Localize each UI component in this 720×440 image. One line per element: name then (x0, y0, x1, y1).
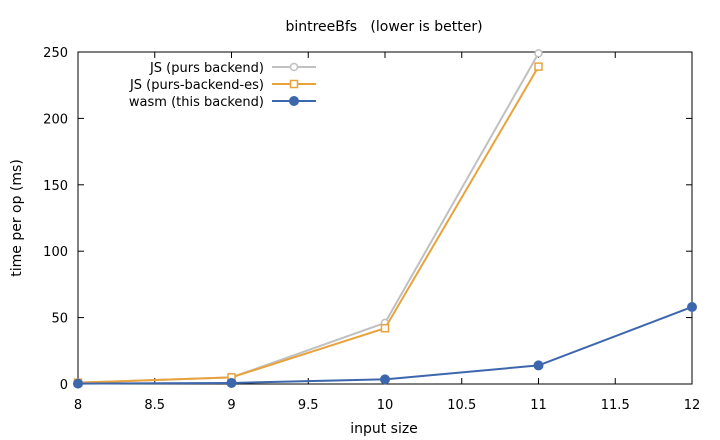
series-layer (73, 49, 697, 389)
legend: JS (purs backend) JS (purs-backend-es) was… (129, 61, 316, 110)
legend-label: JS (purs backend) (149, 61, 264, 76)
data-point (687, 301, 697, 312)
y-tick-label: 200 (43, 112, 68, 127)
x-tick-label: 11 (530, 398, 547, 413)
y-tick-label: 0 (60, 378, 68, 393)
y-axis-label: time per op (ms) (9, 159, 25, 277)
x-tick-label: 9.5 (298, 398, 319, 413)
legend-item: wasm (this backend) (129, 95, 316, 110)
legend-label: wasm (this backend) (129, 95, 264, 110)
x-tick-label: 12 (684, 398, 701, 413)
data-point (533, 360, 544, 371)
y-tick-label: 50 (51, 312, 68, 327)
x-tick-label: 11.5 (601, 398, 630, 413)
y-tick-label: 150 (43, 179, 68, 194)
legend-item: JS (purs backend) (149, 61, 316, 76)
data-point (380, 323, 390, 333)
x-tick-label: 8.5 (144, 398, 165, 413)
legend-marker (289, 96, 299, 106)
data-point (534, 62, 543, 71)
legend-label: JS (purs-backend-es) (129, 78, 264, 93)
y-tick-label: 250 (43, 46, 68, 61)
series-2 (73, 62, 543, 387)
x-axis: 8 8.5 9 9.5 10 10.5 11 11.5 12 (74, 52, 700, 413)
x-tick-label: 10 (377, 398, 394, 413)
y-tick-label: 100 (43, 245, 68, 260)
legend-marker (289, 79, 299, 89)
series-3 (73, 301, 697, 389)
x-tick-label: 10.5 (447, 398, 476, 413)
data-point (380, 374, 390, 385)
series-line (77, 66, 540, 384)
x-axis-label: input size (350, 421, 418, 437)
chart-title: bintreeBfs (lower is better) (285, 19, 482, 35)
series-line (77, 306, 693, 385)
y-axis: 0 50 100 150 200 250 (43, 46, 692, 393)
data-point (534, 49, 543, 58)
data-point (73, 378, 83, 389)
x-tick-label: 8 (74, 398, 82, 413)
legend-item: JS (purs-backend-es) (129, 78, 316, 93)
data-point (226, 377, 237, 388)
legend-marker (289, 62, 299, 72)
x-tick-label: 9 (227, 398, 235, 413)
